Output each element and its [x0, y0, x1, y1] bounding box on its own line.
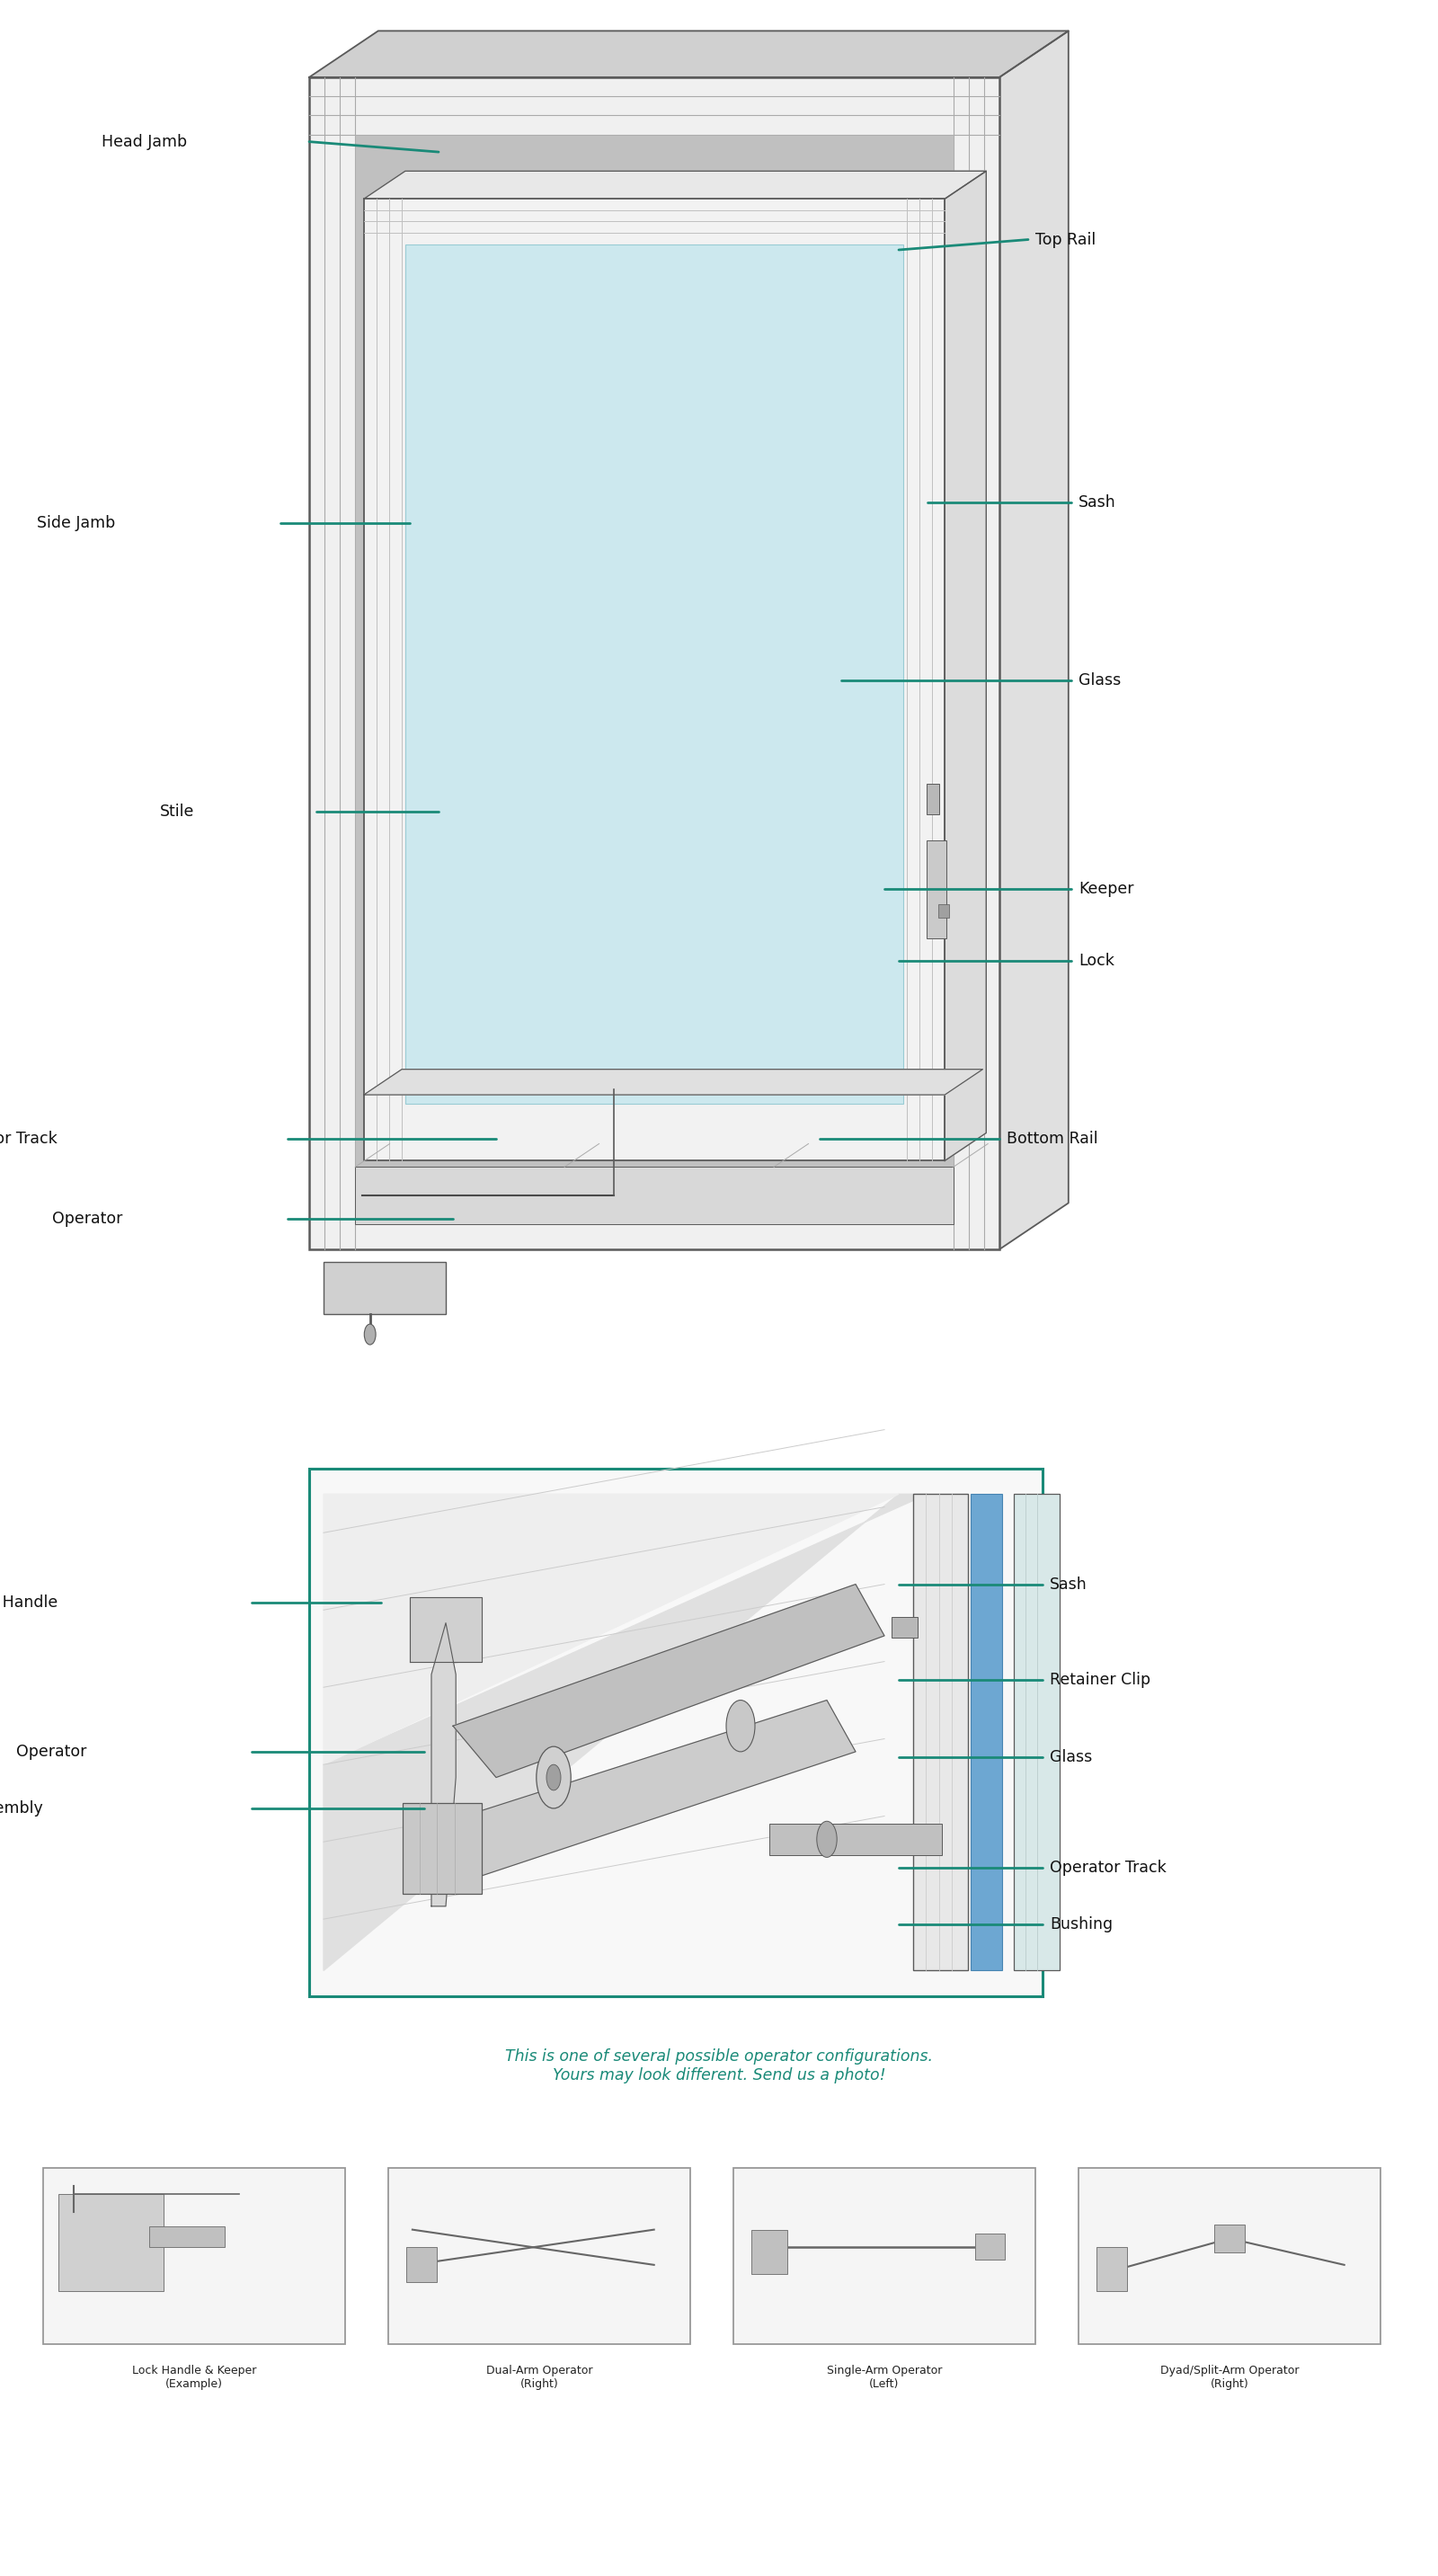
- Bar: [938, 904, 949, 917]
- Bar: [926, 840, 946, 938]
- Bar: [971, 1494, 1002, 1971]
- Bar: [1097, 2246, 1127, 2290]
- Polygon shape: [364, 1069, 982, 1095]
- Bar: [1214, 2223, 1245, 2251]
- Polygon shape: [324, 1494, 928, 1971]
- Circle shape: [536, 1747, 571, 1808]
- Bar: [43, 2169, 345, 2344]
- Text: Single-Arm Operator
(Left): Single-Arm Operator (Left): [827, 2365, 942, 2391]
- Polygon shape: [424, 1700, 856, 1880]
- Bar: [892, 1618, 917, 1638]
- Polygon shape: [945, 170, 986, 1162]
- Polygon shape: [364, 170, 986, 198]
- Bar: [752, 2231, 788, 2275]
- Polygon shape: [431, 1623, 456, 1906]
- Bar: [58, 2195, 164, 2290]
- Bar: [355, 134, 953, 1208]
- Text: Lock Handle & Keeper
(Example): Lock Handle & Keeper (Example): [132, 2365, 256, 2391]
- Bar: [309, 1468, 1043, 1996]
- Bar: [309, 77, 999, 1249]
- Bar: [388, 2169, 690, 2344]
- Polygon shape: [453, 1584, 884, 1777]
- Text: Dyad/Split-Arm Operator
(Right): Dyad/Split-Arm Operator (Right): [1160, 2365, 1299, 2391]
- Bar: [1078, 2169, 1380, 2344]
- Text: Operator Track: Operator Track: [1050, 1860, 1166, 1875]
- Bar: [150, 2226, 224, 2246]
- Text: Glass: Glass: [1078, 672, 1122, 688]
- Text: Sash: Sash: [1050, 1577, 1087, 1592]
- Text: Side Jamb: Side Jamb: [36, 515, 115, 531]
- Bar: [407, 2246, 437, 2282]
- Text: Head Jamb: Head Jamb: [102, 134, 187, 149]
- Text: Bottom Rail: Bottom Rail: [1007, 1131, 1099, 1146]
- Bar: [975, 2233, 1005, 2259]
- Polygon shape: [324, 1494, 899, 1765]
- Text: Retainer Clip: Retainer Clip: [1050, 1672, 1150, 1687]
- Text: Lock: Lock: [1078, 953, 1114, 969]
- Bar: [913, 1494, 968, 1971]
- Text: Crank Handle: Crank Handle: [0, 1595, 58, 1610]
- Bar: [324, 1262, 446, 1314]
- Text: Stile: Stile: [160, 804, 194, 819]
- Bar: [1014, 1494, 1060, 1971]
- Text: Operator: Operator: [16, 1744, 86, 1759]
- Text: Operator Track: Operator Track: [0, 1131, 58, 1146]
- Bar: [406, 245, 903, 1105]
- Text: Glass: Glass: [1050, 1749, 1093, 1765]
- Polygon shape: [410, 1597, 482, 1662]
- Text: Bushing: Bushing: [1050, 1917, 1113, 1932]
- Bar: [364, 198, 945, 1162]
- Text: Keeper: Keeper: [1078, 881, 1133, 896]
- Text: Operator: Operator: [52, 1211, 122, 1226]
- Circle shape: [817, 1821, 837, 1857]
- Circle shape: [546, 1765, 561, 1790]
- Text: This is one of several possible operator configurations.
Yours may look differen: This is one of several possible operator…: [505, 2048, 933, 2084]
- Bar: [733, 2169, 1035, 2344]
- Bar: [926, 783, 939, 814]
- Text: Dual-Arm Operator
(Right): Dual-Arm Operator (Right): [486, 2365, 592, 2391]
- Text: Sash: Sash: [1078, 495, 1116, 510]
- Text: Top Rail: Top Rail: [1035, 232, 1096, 247]
- Polygon shape: [309, 31, 1068, 77]
- Circle shape: [364, 1324, 375, 1345]
- Bar: [769, 1824, 942, 1855]
- Bar: [355, 1167, 953, 1224]
- Circle shape: [726, 1700, 755, 1752]
- Text: Hinge Assembly: Hinge Assembly: [0, 1801, 43, 1816]
- Bar: [403, 1803, 482, 1893]
- Polygon shape: [999, 31, 1068, 1249]
